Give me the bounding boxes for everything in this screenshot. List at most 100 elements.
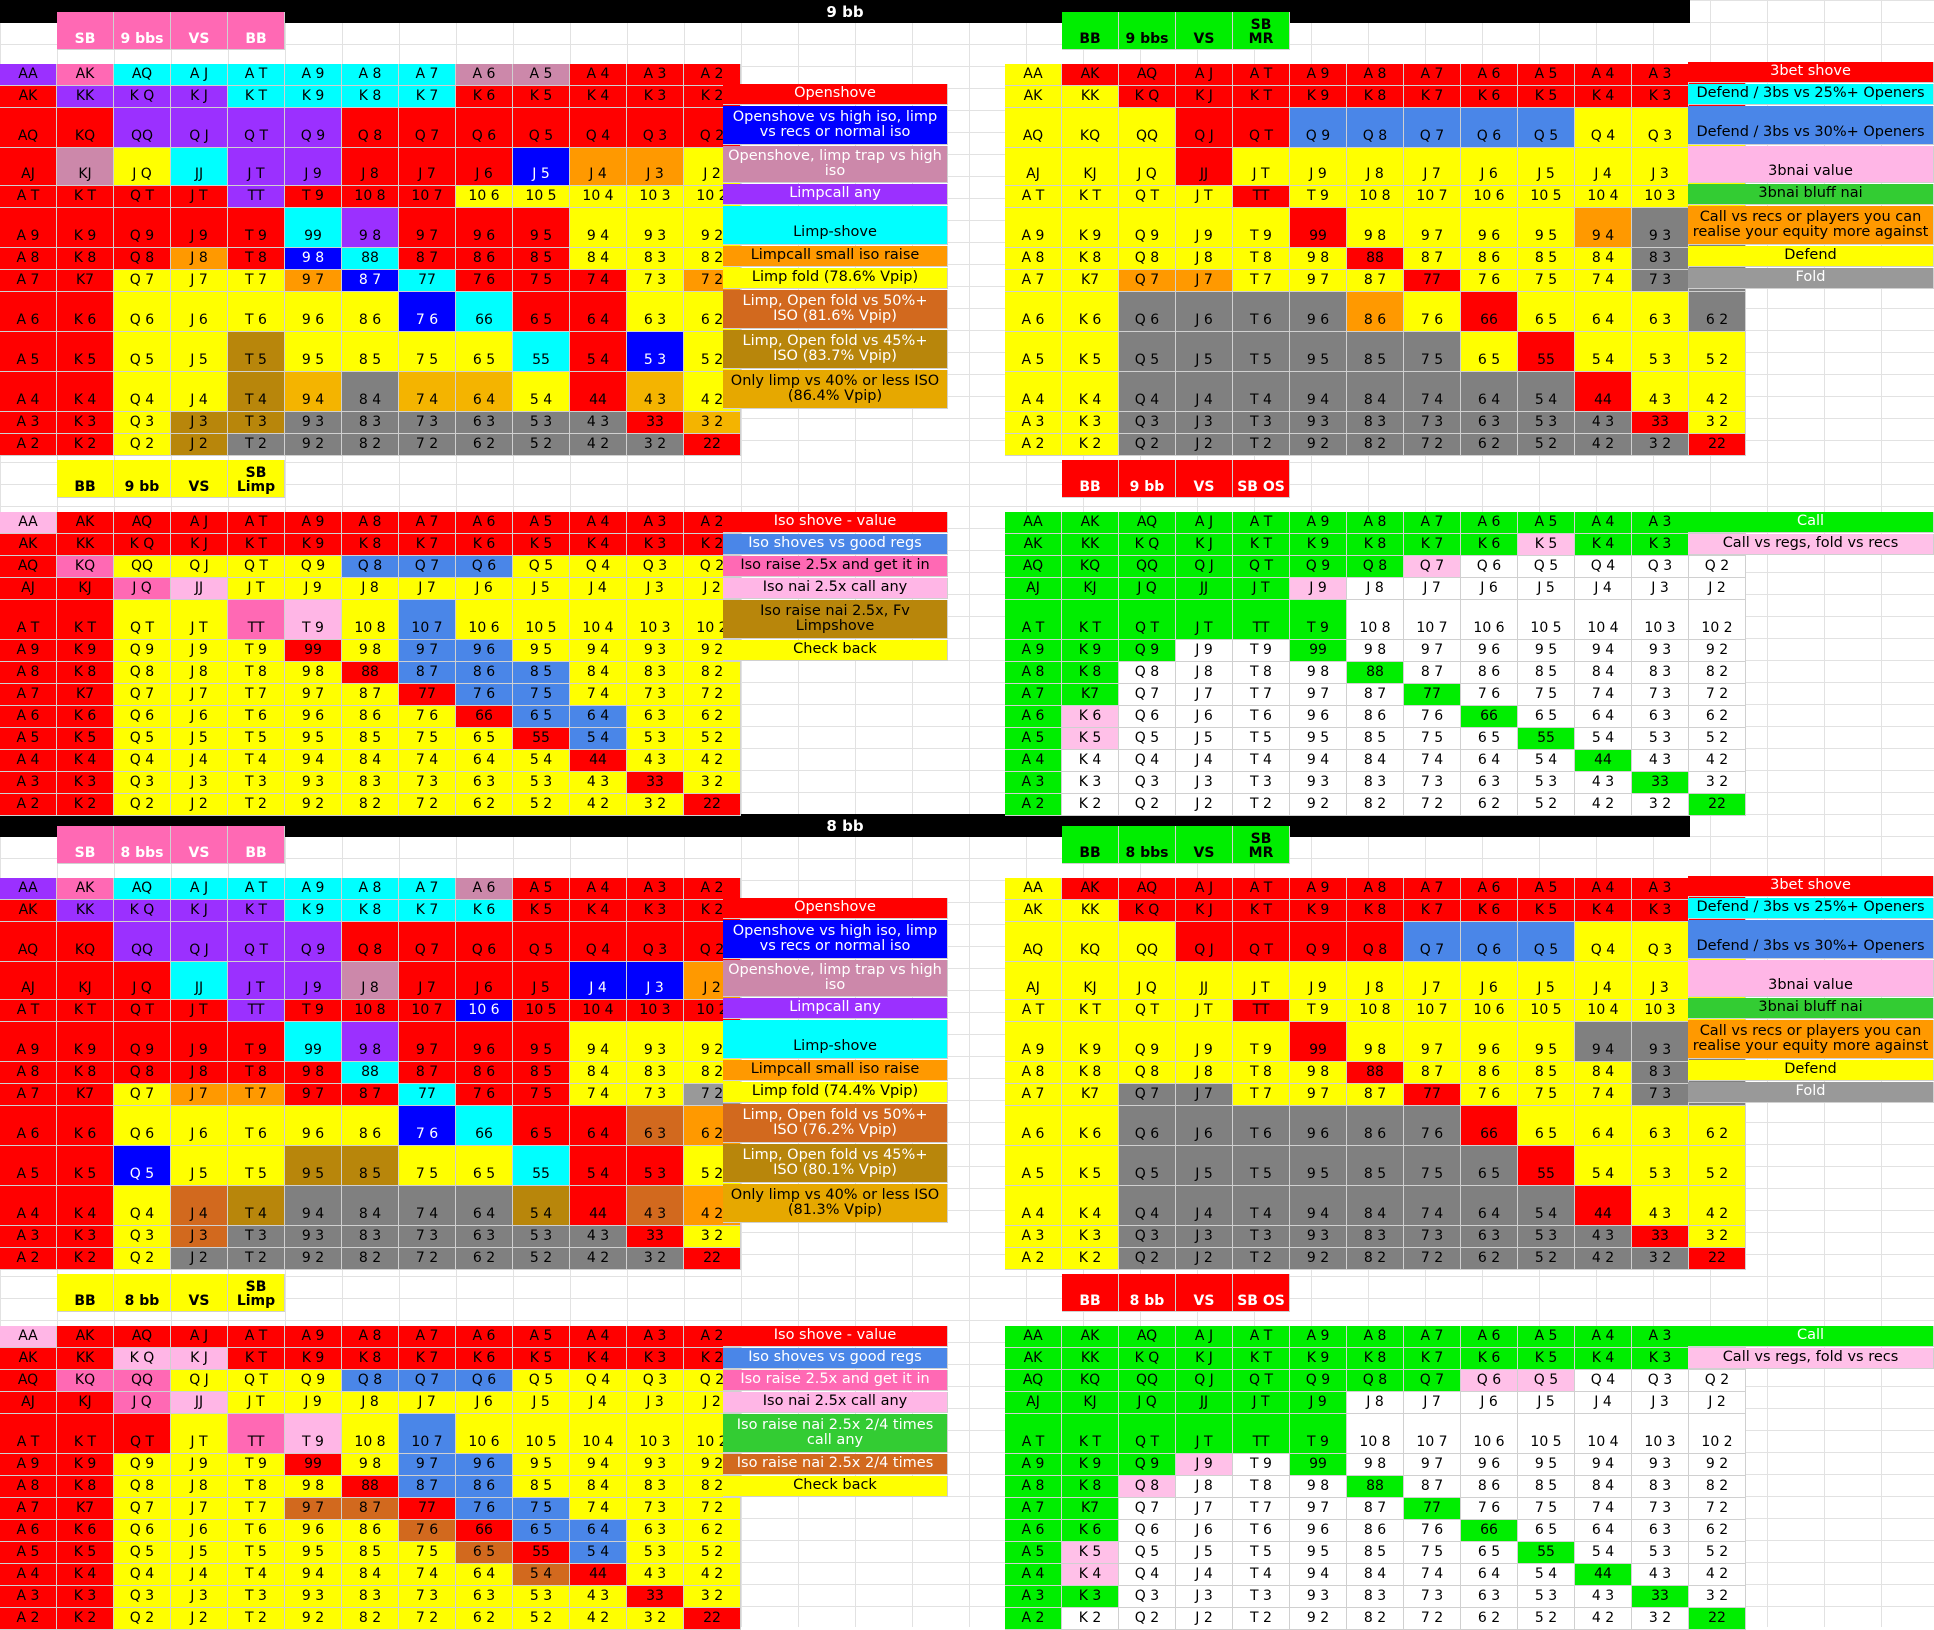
hand-cell[interactable]: 7 2	[1689, 1498, 1746, 1520]
hand-cell[interactable]: A 5	[1005, 728, 1062, 750]
hand-cell[interactable]: 33	[1632, 1586, 1689, 1608]
hand-cell[interactable]: Q 5	[114, 1146, 171, 1186]
hand-cell[interactable]: A 4	[570, 878, 627, 900]
hand-cell[interactable]: 6 3	[1632, 706, 1689, 728]
hand-cell[interactable]: K T	[1062, 1000, 1119, 1022]
hand-cell[interactable]: 99	[1290, 640, 1347, 662]
hand-cell[interactable]: A 6	[456, 512, 513, 534]
hand-cell[interactable]: Q 8	[1347, 108, 1404, 148]
hand-cell[interactable]: 10 4	[570, 1414, 627, 1454]
hand-cell[interactable]: AA	[1005, 512, 1062, 534]
hand-cell[interactable]: 9 4	[285, 372, 342, 412]
hand-cell[interactable]: J 4	[171, 750, 228, 772]
hand-cell[interactable]: 6 4	[570, 292, 627, 332]
hand-cell[interactable]: J 9	[285, 578, 342, 600]
hand-cell[interactable]: 9 7	[1404, 208, 1461, 248]
hand-cell[interactable]: 9 3	[627, 1454, 684, 1476]
hand-cell[interactable]: T 4	[1233, 1564, 1290, 1586]
hand-cell[interactable]: J 4	[1176, 1186, 1233, 1226]
hand-cell[interactable]: 4 3	[1575, 412, 1632, 434]
legend-item[interactable]: Iso nai 2.5x call any	[723, 578, 948, 599]
hand-cell[interactable]: TT	[1233, 1000, 1290, 1022]
hand-cell[interactable]: J 6	[1176, 706, 1233, 728]
hand-cell[interactable]: T 5	[1233, 1542, 1290, 1564]
hand-cell[interactable]: Q 8	[114, 1476, 171, 1498]
hand-cell[interactable]: K J	[171, 900, 228, 922]
hand-cell[interactable]: K7	[57, 1084, 114, 1106]
legend-item[interactable]: Defend / 3bs vs 30%+ Openers	[1688, 920, 1934, 959]
hand-cell[interactable]: J 5	[1176, 332, 1233, 372]
hand-cell[interactable]: J Q	[1119, 578, 1176, 600]
hand-cell[interactable]: Q 6	[1461, 556, 1518, 578]
hand-cell[interactable]: 77	[1404, 684, 1461, 706]
hand-cell[interactable]: A 4	[1575, 512, 1632, 534]
hand-cell[interactable]: Q 9	[1290, 922, 1347, 962]
hand-cell[interactable]: 10 5	[1518, 1414, 1575, 1454]
hand-cell[interactable]: AK	[57, 878, 114, 900]
hand-cell[interactable]: J 6	[456, 1392, 513, 1414]
hand-cell[interactable]: 8 5	[1347, 1146, 1404, 1186]
hand-cell[interactable]: A 2	[1005, 434, 1062, 456]
hand-cell[interactable]: 6 2	[1689, 1520, 1746, 1542]
hand-cell[interactable]: 9 3	[1290, 1226, 1347, 1248]
hand-cell[interactable]: A J	[1176, 1326, 1233, 1348]
hand-cell[interactable]: 10 3	[1632, 1000, 1689, 1022]
hand-cell[interactable]: Q 6	[1461, 1370, 1518, 1392]
hand-cell[interactable]: 9 4	[1575, 640, 1632, 662]
hand-cell[interactable]: 7 4	[1575, 1084, 1632, 1106]
hand-cell[interactable]: 9 4	[285, 1564, 342, 1586]
hand-cell[interactable]: 5 2	[1518, 794, 1575, 816]
hand-cell[interactable]: K 9	[1062, 1454, 1119, 1476]
hand-cell[interactable]: 7 2	[684, 684, 741, 706]
hand-cell[interactable]: 7 6	[1461, 1084, 1518, 1106]
hand-cell[interactable]: K J	[171, 1348, 228, 1370]
hand-cell[interactable]: T 9	[1290, 1414, 1347, 1454]
hand-cell[interactable]: A 9	[1290, 878, 1347, 900]
legend-item[interactable]: Limp, Open fold vs 50%+ ISO (81.6% Vpip)	[723, 290, 948, 329]
hand-cell[interactable]: T 4	[228, 372, 285, 412]
hand-cell[interactable]: QQ	[114, 1370, 171, 1392]
hand-cell[interactable]: 6 3	[1461, 1586, 1518, 1608]
hand-cell[interactable]: K 5	[1062, 1542, 1119, 1564]
hand-cell[interactable]: 7 5	[399, 1542, 456, 1564]
hand-cell[interactable]: A 3	[627, 1326, 684, 1348]
hand-cell[interactable]: Q T	[1119, 1414, 1176, 1454]
hand-cell[interactable]: J 9	[171, 640, 228, 662]
hand-cell[interactable]: 6 2	[1689, 706, 1746, 728]
hand-cell[interactable]: J 2	[171, 794, 228, 816]
hand-cell[interactable]: 8 3	[627, 248, 684, 270]
hand-cell[interactable]: A 5	[0, 728, 57, 750]
hand-cell[interactable]: Q 7	[1404, 922, 1461, 962]
hand-cell[interactable]: 4 3	[627, 1186, 684, 1226]
hand-cell[interactable]: Q T	[228, 108, 285, 148]
hand-cell[interactable]: J 9	[285, 148, 342, 186]
hand-cell[interactable]: 4 3	[570, 772, 627, 794]
hand-cell[interactable]: 9 6	[1461, 640, 1518, 662]
hand-cell[interactable]: 10 7	[399, 186, 456, 208]
hand-cell[interactable]: 7 5	[513, 684, 570, 706]
hand-cell[interactable]: AA	[1005, 1326, 1062, 1348]
chart-header-label[interactable]: SB OS	[1233, 460, 1290, 498]
hand-cell[interactable]: K 7	[1404, 1348, 1461, 1370]
hand-cell[interactable]: Q T	[1119, 186, 1176, 208]
hand-cell[interactable]: A 8	[342, 512, 399, 534]
hand-cell[interactable]: 10 8	[1347, 600, 1404, 640]
hand-cell[interactable]: 10 4	[570, 1000, 627, 1022]
hand-cell[interactable]: 33	[1632, 772, 1689, 794]
hand-cell[interactable]: K 3	[1062, 412, 1119, 434]
hand-cell[interactable]: A 6	[456, 878, 513, 900]
hand-cell[interactable]: 9 4	[285, 1186, 342, 1226]
hand-cell[interactable]: T 4	[1233, 750, 1290, 772]
hand-cell[interactable]: T 6	[228, 706, 285, 728]
hand-cell[interactable]: 9 4	[570, 640, 627, 662]
hand-cell[interactable]: A 3	[1005, 1226, 1062, 1248]
hand-cell[interactable]: 6 5	[456, 1146, 513, 1186]
hand-cell[interactable]: Q 7	[114, 1084, 171, 1106]
hand-cell[interactable]: J 4	[1575, 1392, 1632, 1414]
hand-cell[interactable]: 77	[1404, 1498, 1461, 1520]
hand-cell[interactable]: Q 4	[570, 108, 627, 148]
hand-cell[interactable]: J 3	[627, 1392, 684, 1414]
hand-cell[interactable]: K 4	[57, 372, 114, 412]
hand-cell[interactable]: KK	[1062, 1348, 1119, 1370]
chart-header-label[interactable]: BB	[1062, 1274, 1119, 1312]
